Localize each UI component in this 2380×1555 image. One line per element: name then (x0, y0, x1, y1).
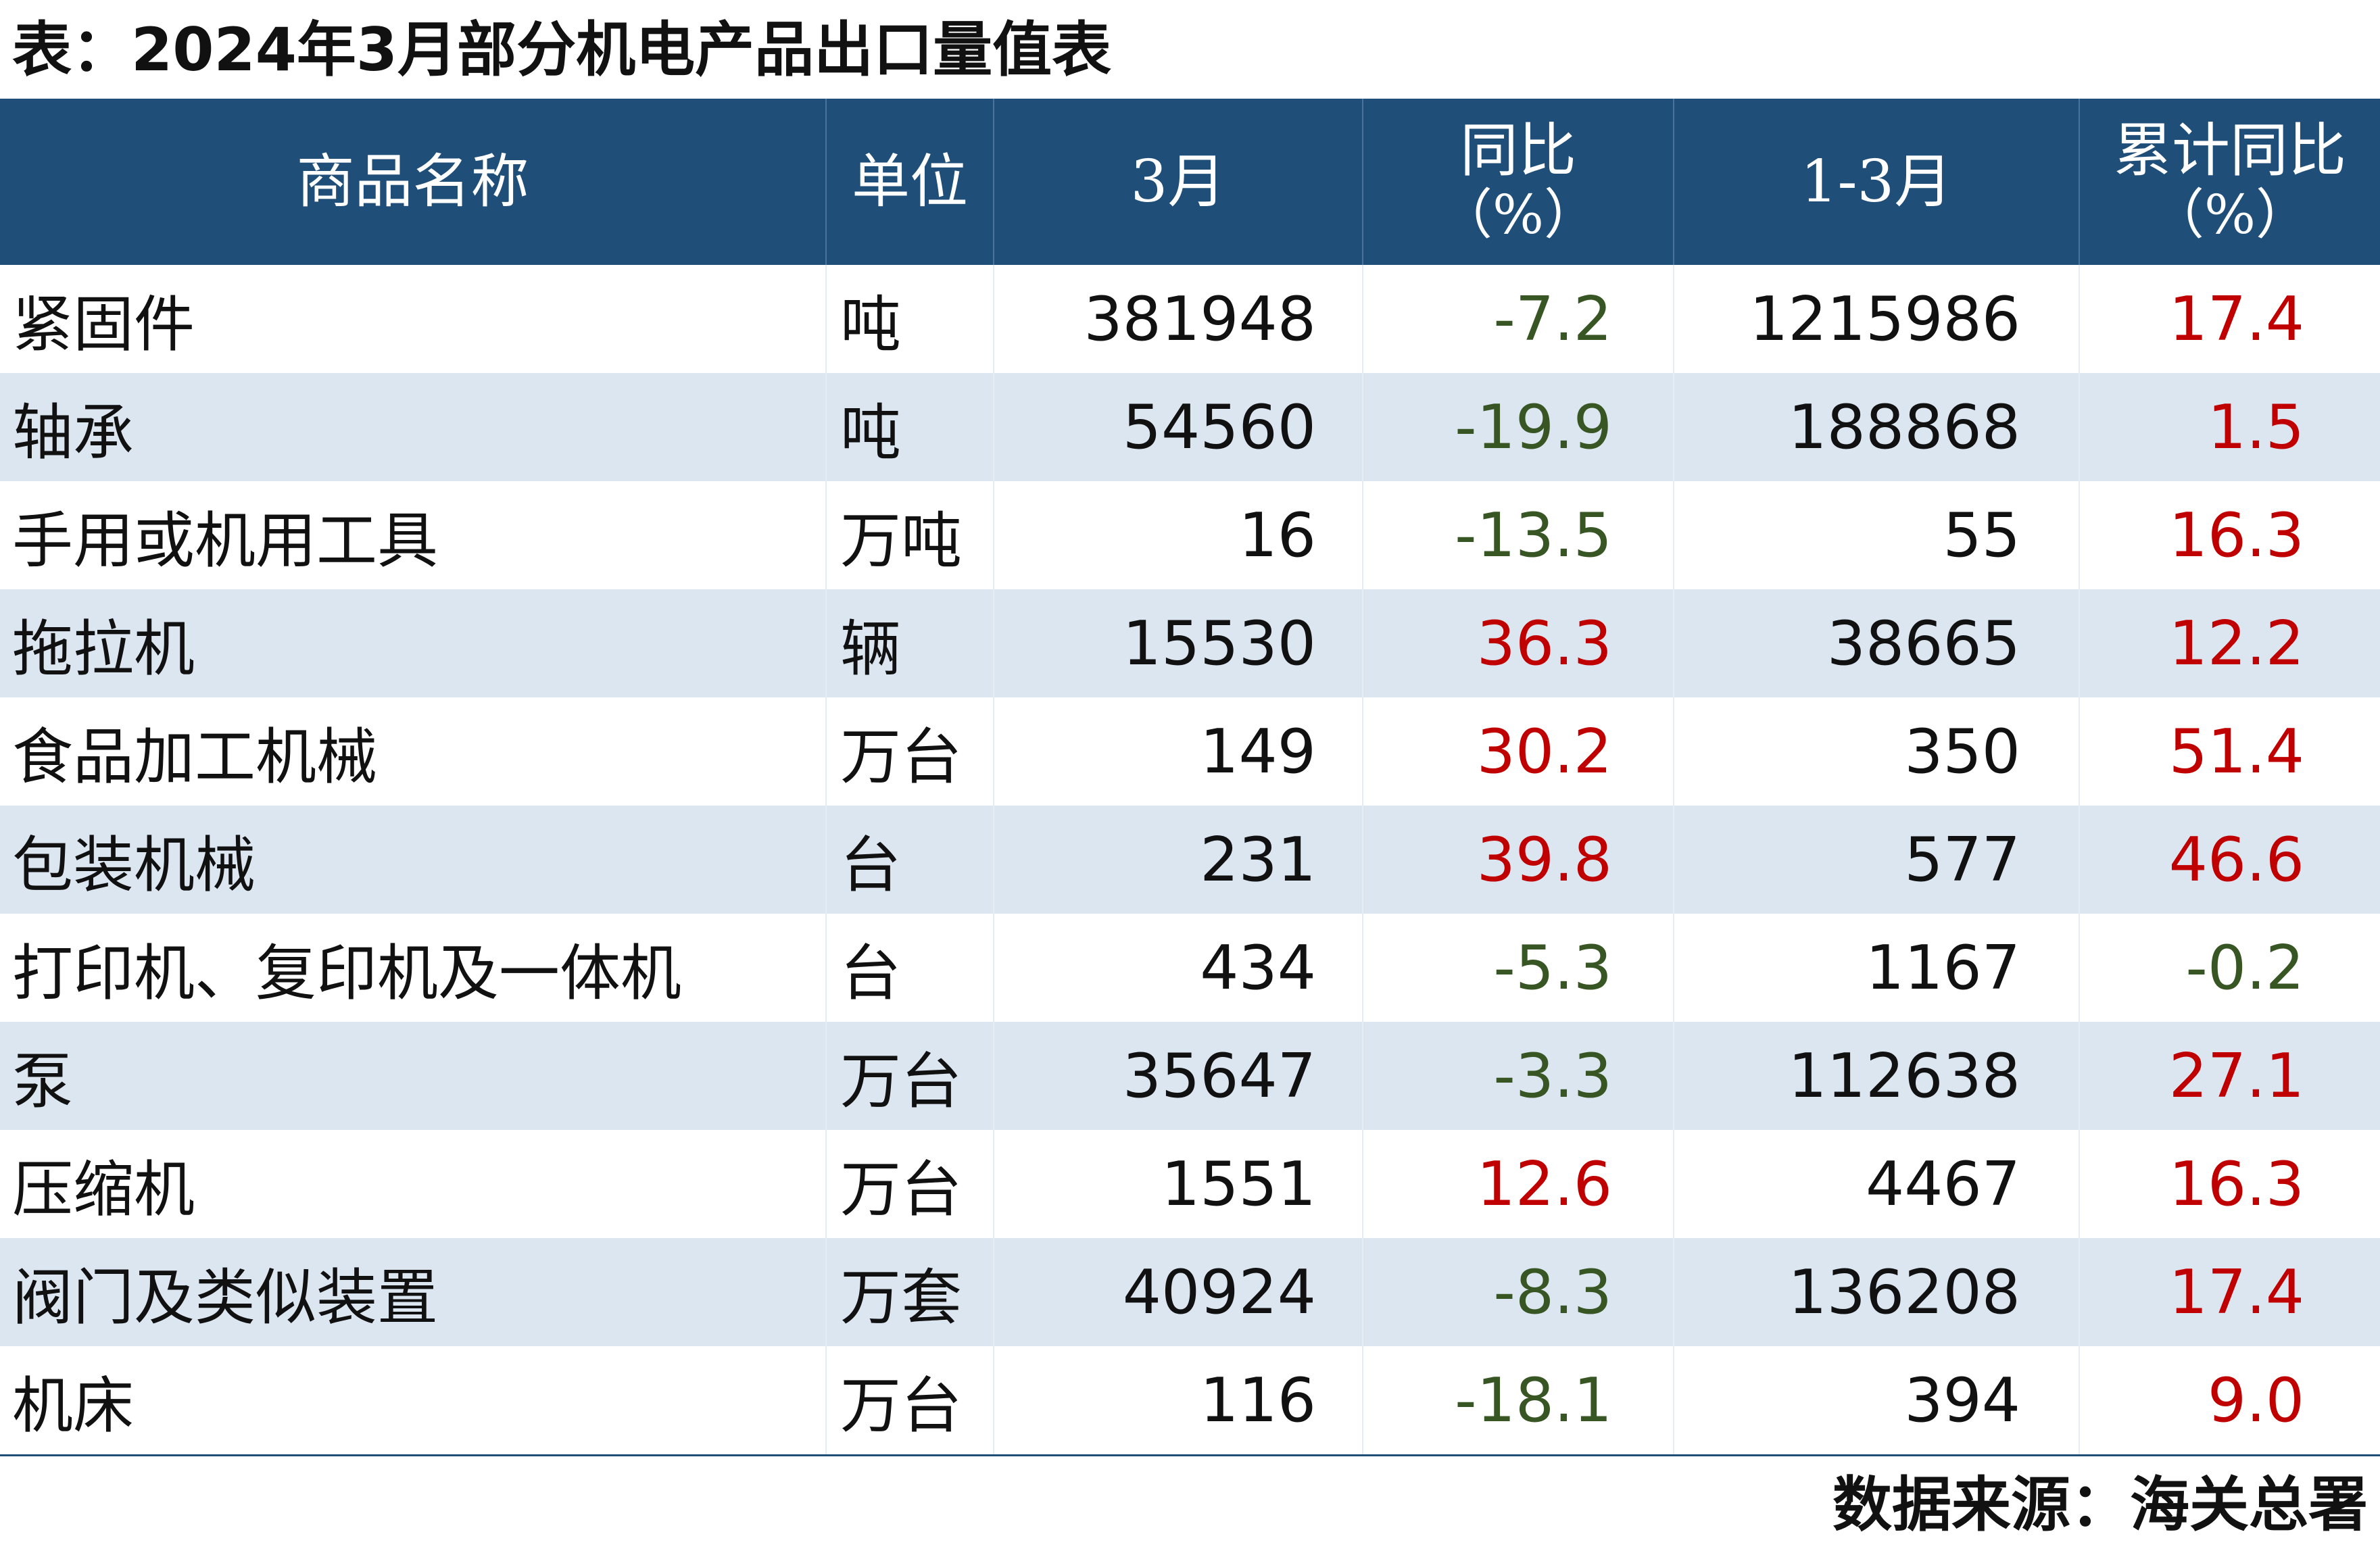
cell-cum-yoy: 17.4 (2079, 1238, 2380, 1346)
header-row: 商品名称 单位 3月 同比 （%） 1-3月 累计同比 （%） (0, 99, 2380, 265)
header-march: 3月 (994, 99, 1363, 265)
cell-jan-mar-value: 394 (1674, 1346, 2080, 1456)
cell-jan-mar-value: 38665 (1674, 589, 2080, 697)
table-header: 商品名称 单位 3月 同比 （%） 1-3月 累计同比 （%） (0, 99, 2380, 265)
cell-unit: 吨 (826, 373, 994, 481)
cell-yoy: 39.8 (1363, 806, 1674, 914)
cell-unit: 辆 (826, 589, 994, 697)
cell-march-value: 15530 (994, 589, 1363, 697)
cell-march-value: 1551 (994, 1130, 1363, 1238)
cell-product-name: 阀门及类似装置 (0, 1238, 827, 1346)
table-row: 拖拉机辆 15530 36.3 38665 12.2 (0, 589, 2380, 697)
cell-yoy: -7.2 (1363, 265, 1674, 373)
cell-unit: 万套 (826, 1238, 994, 1346)
cell-yoy: -3.3 (1363, 1022, 1674, 1130)
header-unit: 单位 (826, 99, 994, 265)
cell-unit: 万台 (826, 1346, 994, 1456)
table-row: 打印机、复印机及一体机台 434 -5.3 1167 -0.2 (0, 914, 2380, 1022)
cell-cum-yoy: 51.4 (2168, 716, 2304, 787)
cell-cum-yoy: 1.5 (2079, 373, 2380, 481)
cell-unit: 台 (826, 806, 994, 914)
cell-cum-yoy: 16.3 (2168, 1148, 2304, 1220)
cell-cum-yoy: -0.2 (2185, 932, 2304, 1004)
table-body: 紧固件吨 381948 -7.2 1215986 17.4 轴承吨 54560 -19.9 18… (0, 265, 2380, 1456)
cell-yoy: -13.5 (1363, 481, 1674, 589)
cell-march-value: 434 (994, 914, 1363, 1022)
cell-jan-mar-value: 577 (1674, 806, 2080, 914)
cell-unit: 万吨 (826, 481, 994, 589)
cell-product-name: 包装机械 (0, 806, 827, 914)
cell-product-name: 拖拉机 (0, 589, 827, 697)
table-row: 阀门及类似装置 万套 40924 -8.3 136208 17.4 (0, 1238, 2380, 1346)
table-row: 包装机械台 231 39.8 577 46.6 (0, 806, 2380, 914)
export-table: 商品名称 单位 3月 同比 （%） 1-3月 累计同比 （%） 紧固件吨 3819… (0, 99, 2380, 1456)
header-product-name: 商品名称 (0, 99, 827, 265)
table-row: 机床 万台 116 -18.1 394 9.0 (0, 1346, 2380, 1456)
cell-march-value: 35647 (994, 1022, 1363, 1130)
cell-march-value: 54560 (994, 373, 1363, 481)
cell-unit: 万台 (826, 1022, 994, 1130)
cell-cum-yoy: 46.6 (2079, 806, 2380, 914)
table-row: 食品加工机械 万台 149 30.2 350 51.4 (0, 697, 2380, 806)
cell-yoy: 30.2 (1363, 697, 1674, 806)
table-row: 轴承吨 54560 -19.9 188868 1.5 (0, 373, 2380, 481)
cell-unit: 万台 (826, 697, 994, 806)
cell-jan-mar-value: 4467 (1674, 1130, 2080, 1238)
header-cum-yoy-unit: （%） (2150, 183, 2310, 247)
cell-march-value: 116 (994, 1346, 1363, 1456)
cell-jan-mar-value: 1167 (1674, 914, 2080, 1022)
table-row: 压缩机 万台 1551 12.6 4467 16.3 (0, 1130, 2380, 1238)
cell-march-value: 231 (994, 806, 1363, 914)
cell-product-name: 紧固件 (0, 265, 827, 373)
cell-cum-yoy: 9.0 (2079, 1346, 2380, 1456)
cell-cum-yoy: 12.2 (2079, 589, 2380, 697)
cell-march-value: 40924 (994, 1238, 1363, 1346)
cell-jan-mar-value: 136208 (1674, 1238, 2080, 1346)
cell-unit: 吨 (826, 265, 994, 373)
cell-product-name: 压缩机 (0, 1130, 827, 1238)
cell-yoy: -8.3 (1363, 1238, 1674, 1346)
header-cum-yoy-label: 累计同比 (2114, 116, 2346, 184)
header-jan-mar: 1-3月 (1674, 99, 2080, 265)
cell-unit: 万台 (826, 1130, 994, 1238)
cell-jan-mar-value: 55 (1674, 481, 2080, 589)
page-title: 表：2024年3月部分机电产品出口量值表 (12, 15, 1112, 84)
header-cum-yoy: 累计同比 （%） (2079, 99, 2380, 265)
cell-unit: 台 (826, 914, 994, 1022)
cell-yoy: 36.3 (1363, 589, 1674, 697)
cell-jan-mar-value: 188868 (1674, 373, 2080, 481)
table-row: 泵万台 35647 -3.3 112638 27.1 (0, 1022, 2380, 1130)
header-yoy: 同比 （%） (1363, 99, 1674, 265)
cell-product-name: 手用或机用工具 (0, 481, 827, 589)
header-yoy-label: 同比 (1460, 116, 1576, 184)
cell-march-value: 381948 (994, 265, 1363, 373)
cell-cum-yoy: 16.3 (2168, 499, 2304, 571)
header-yoy-unit: （%） (1438, 183, 1598, 247)
cell-yoy: -5.3 (1363, 914, 1674, 1022)
cell-jan-mar-value: 1215986 (1674, 265, 2080, 373)
cell-yoy: 12.6 (1363, 1130, 1674, 1238)
table-row: 紧固件吨 381948 -7.2 1215986 17.4 (0, 265, 2380, 373)
cell-yoy: -19.9 (1363, 373, 1674, 481)
cell-product-name: 打印机、复印机及一体机 (0, 914, 827, 1022)
table-row: 手用或机用工具 万吨 16 -13.5 55 16.3 (0, 481, 2380, 589)
cell-product-name: 食品加工机械 (0, 697, 827, 806)
cell-product-name: 泵 (0, 1022, 827, 1130)
data-source-note: 数据来源：海关总署 (1832, 1470, 2368, 1539)
cell-march-value: 149 (994, 697, 1363, 806)
cell-march-value: 16 (994, 481, 1363, 589)
cell-product-name: 轴承 (0, 373, 827, 481)
cell-yoy: -18.1 (1363, 1346, 1674, 1456)
cell-cum-yoy: 27.1 (2079, 1022, 2380, 1130)
cell-product-name: 机床 (0, 1346, 827, 1456)
cell-cum-yoy: 17.4 (2168, 283, 2304, 355)
cell-jan-mar-value: 112638 (1674, 1022, 2080, 1130)
cell-jan-mar-value: 350 (1674, 697, 2080, 806)
